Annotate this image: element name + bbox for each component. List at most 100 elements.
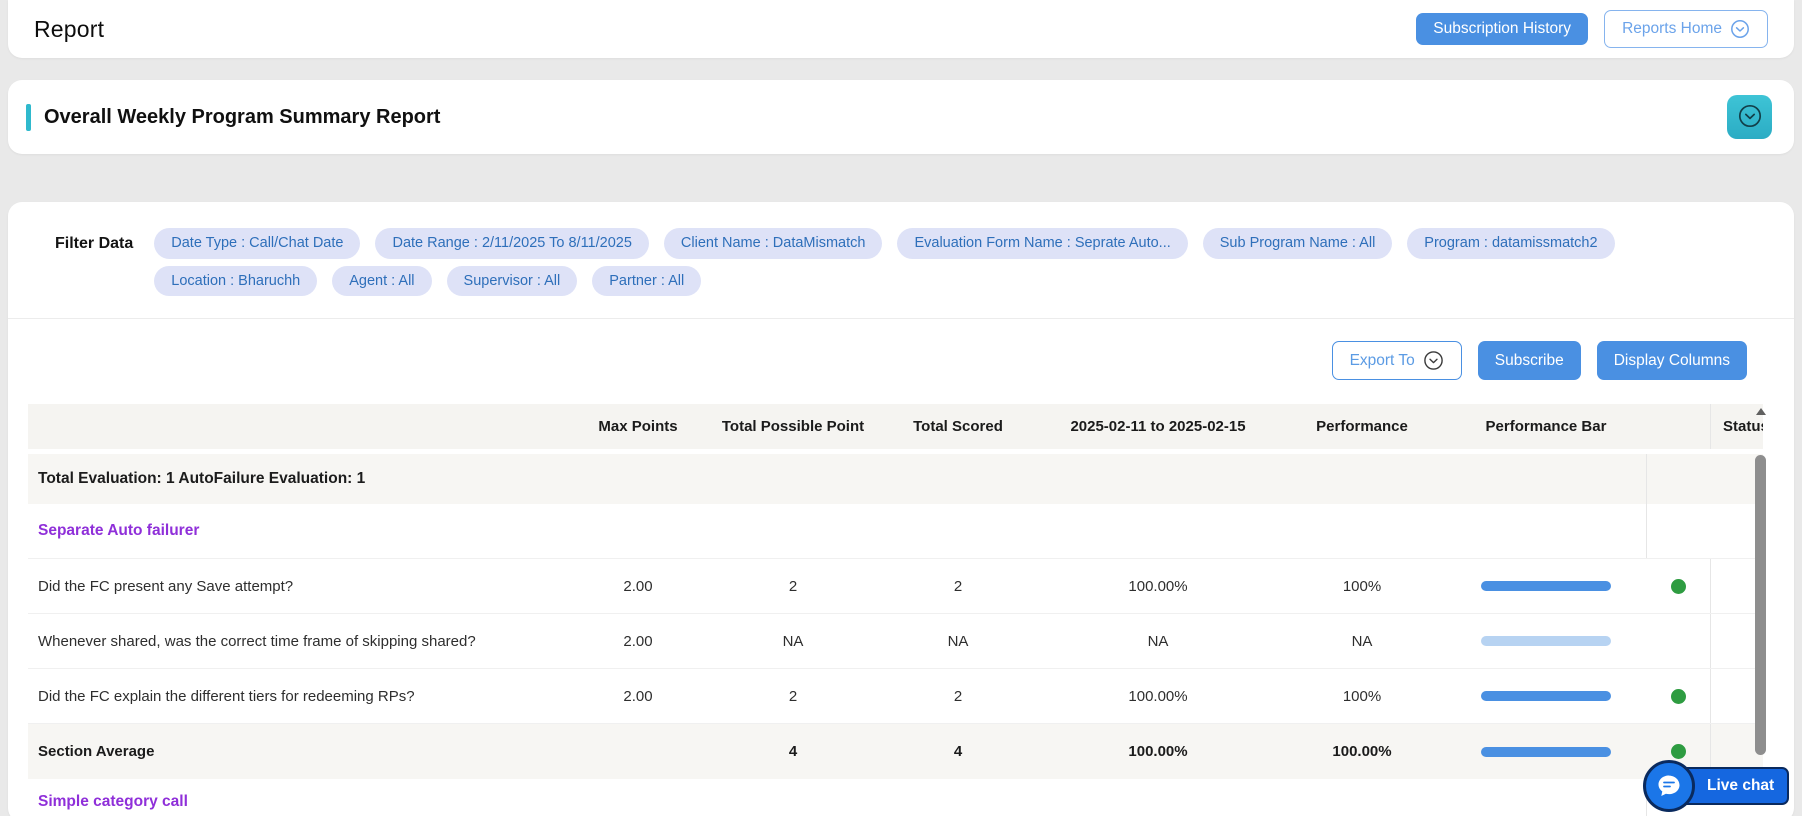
question-cell: Did the FC present any Save attempt? [38,577,294,595]
filter-pill-partner[interactable]: Partner : All [592,265,702,296]
table-vertical-scrollbar[interactable] [1753,404,1768,816]
performance-bar-cell [1446,581,1646,591]
section-name-row[interactable]: Separate Auto failurer [28,504,1763,559]
section-average-row: Section Average 4 4 100.00% 100.00% [28,724,1763,779]
live-chat-widget[interactable]: Live chat [1643,760,1790,812]
table-viewport: Max Points Total Possible Point Total Sc… [28,404,1763,816]
export-to-button[interactable]: Export To [1331,341,1462,380]
filter-pill-row-2: Location : Bharuchh Agent : All Supervis… [154,265,1614,296]
table-toolbar: Export To Subscribe Display Columns [8,319,1794,380]
filter-pill-supervisor[interactable]: Supervisor : All [446,265,578,296]
filter-pill-date-type[interactable]: Date Type : Call/Chat Date [154,228,361,259]
status-cell [1710,669,1763,723]
col-status-header: Status [1710,404,1763,449]
scrollbar-thumb[interactable] [1755,455,1766,755]
chevron-down-circle-icon [1737,103,1763,132]
filter-section: Filter Data Date Type : Call/Chat Date D… [8,228,1794,296]
col-max-points-header: Max Points [598,418,678,435]
performance-bar-full [1481,581,1611,591]
col-performance-header: Performance [1316,418,1408,435]
chevron-down-circle-icon [1730,19,1750,39]
export-to-label: Export To [1349,351,1415,369]
evaluation-summary-text: Total Evaluation: 1 AutoFailure Evaluati… [38,470,366,487]
top-actions: Subscription History Reports Home [1416,10,1768,48]
question-cell: Did the FC explain the different tiers f… [38,687,415,705]
period-value-cell: 100.00% [1128,577,1188,595]
title-accent-bar [26,103,31,131]
reports-home-label: Reports Home [1622,20,1722,38]
table-header-row: Max Points Total Possible Point Total Sc… [28,404,1763,449]
question-cell: Whenever shared, was the correct time fr… [38,632,476,650]
status-cell [1710,614,1763,668]
section-name-link[interactable]: Separate Auto failurer [38,522,200,539]
report-title: Overall Weekly Program Summary Report [44,105,441,128]
max-points-cell: 2.00 [623,687,653,705]
performance-bar-cell [1446,746,1646,757]
filter-pills: Date Type : Call/Chat Date Date Range : … [154,228,1615,296]
live-chat-label[interactable]: Live chat [1679,767,1790,805]
total-possible-cell: 2 [788,577,798,595]
status-dot-cell [1646,578,1710,594]
section-name-link[interactable]: Simple category call [38,793,188,810]
col-period-header: 2025-02-11 to 2025-02-15 [1070,418,1246,435]
status-dot-cell [1646,744,1710,759]
top-bar: Report Subscription History Reports Home [8,0,1794,58]
report-header-card: Overall Weekly Program Summary Report [8,80,1794,154]
filter-pill-sub-program[interactable]: Sub Program Name : All [1202,228,1393,259]
scrollbar-up-arrow-icon[interactable] [1755,408,1766,415]
status-cell [1710,724,1763,779]
table-row: Whenever shared, was the correct time fr… [28,614,1763,669]
filter-data-label: Filter Data [55,235,134,252]
total-possible-cell: 4 [788,743,798,760]
col-total-possible-header: Total Possible Point [721,418,865,435]
total-possible-cell: NA [782,632,804,650]
status-dot-green [1670,744,1686,759]
summary-status-cell [1646,454,1763,504]
status-dot-cell [1646,688,1710,704]
filter-divider [8,318,1794,319]
section-status-cell [1646,793,1763,816]
period-value-cell: 100.00% [1128,687,1188,705]
total-scored-cell: NA [947,632,969,650]
performance-bar-full [1481,746,1611,757]
total-scored-cell: 2 [953,577,963,595]
chevron-down-circle-icon [1423,350,1444,371]
page-title: Report [34,15,105,42]
filter-pill-agent[interactable]: Agent : All [332,265,432,296]
filter-pill-date-range[interactable]: Date Range : 2/11/2025 To 8/11/2025 [375,228,649,259]
evaluation-summary-row: Total Evaluation: 1 AutoFailure Evaluati… [28,454,1763,504]
max-points-cell: 2.00 [623,632,653,650]
col-total-scored-header: Total Scored [913,418,1003,435]
performance-cell: 100% [1342,687,1382,705]
total-possible-cell: 2 [788,687,798,705]
chat-bubble-icon[interactable] [1643,760,1695,812]
performance-cell: 100.00% [1332,743,1392,760]
report-body-card: Filter Data Date Type : Call/Chat Date D… [8,202,1794,816]
table-row: Did the FC explain the different tiers f… [28,669,1763,724]
subscription-history-button[interactable]: Subscription History [1416,13,1589,45]
performance-bar-full [1481,691,1611,701]
filter-pill-program[interactable]: Program : datamissmatch2 [1407,228,1615,259]
collapse-report-button[interactable] [1727,95,1772,139]
performance-bar-cell [1446,691,1646,701]
report-table: Max Points Total Possible Point Total Sc… [8,404,1794,816]
filter-pill-client-name[interactable]: Client Name : DataMismatch [663,228,883,259]
filter-pill-evaluation-form[interactable]: Evaluation Form Name : Seprate Auto... [897,228,1188,259]
status-cell [1710,559,1763,613]
performance-bar-cell [1446,636,1646,646]
table-row: Did the FC present any Save attempt? 2.0… [28,559,1763,614]
max-points-cell: 2.00 [623,577,653,595]
status-dot-green [1670,578,1686,594]
display-columns-button[interactable]: Display Columns [1596,341,1747,380]
filter-pill-row-1: Date Type : Call/Chat Date Date Range : … [154,228,1615,259]
filter-pill-location[interactable]: Location : Bharuchh [154,265,318,296]
reports-home-button[interactable]: Reports Home [1604,10,1768,48]
total-scored-cell: 4 [953,743,963,760]
performance-cell: NA [1351,632,1373,650]
performance-bar-empty [1481,636,1611,646]
period-value-cell: NA [1147,632,1169,650]
performance-cell: 100% [1342,577,1382,595]
period-value-cell: 100.00% [1128,743,1188,760]
subscribe-button[interactable]: Subscribe [1477,341,1581,380]
section-name-row[interactable]: Simple category call [28,779,1763,816]
